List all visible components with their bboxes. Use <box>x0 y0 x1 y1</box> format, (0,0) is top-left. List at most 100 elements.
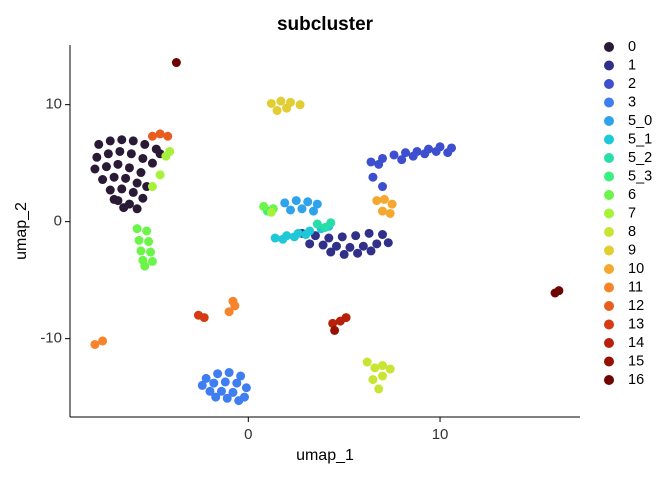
point <box>155 170 165 180</box>
point <box>366 246 376 256</box>
point <box>351 231 361 241</box>
legend-swatch <box>604 356 614 367</box>
point <box>379 194 389 204</box>
point <box>362 357 372 367</box>
point <box>366 157 376 167</box>
legend-label: 16 <box>628 372 644 388</box>
point <box>103 149 113 159</box>
point <box>408 151 418 161</box>
point <box>138 153 148 163</box>
point <box>370 363 380 373</box>
legend-label: 9 <box>628 242 636 258</box>
point <box>431 146 441 156</box>
point <box>216 386 226 396</box>
legend-swatch <box>604 171 614 182</box>
point <box>136 246 146 256</box>
point <box>378 361 388 371</box>
legend-label: 3 <box>628 94 636 110</box>
point <box>276 96 286 106</box>
point <box>308 206 318 216</box>
point <box>136 168 146 178</box>
point <box>372 196 382 206</box>
point <box>236 371 246 381</box>
point <box>101 162 111 172</box>
point <box>318 240 328 250</box>
point <box>109 172 119 182</box>
point <box>117 135 127 145</box>
point <box>105 185 115 195</box>
point <box>353 248 363 258</box>
point <box>305 239 315 249</box>
point <box>94 139 104 149</box>
legend-swatch <box>604 134 614 145</box>
point <box>383 238 393 248</box>
point <box>109 194 119 204</box>
point <box>155 129 165 139</box>
point <box>147 256 157 266</box>
point <box>295 100 305 110</box>
point <box>326 218 336 228</box>
legend-swatch <box>604 338 614 348</box>
legend-swatch <box>604 282 614 293</box>
point <box>224 307 234 317</box>
legend-label: 5_2 <box>628 150 652 166</box>
legend-label: 0 <box>628 39 636 55</box>
legend-swatch <box>604 190 614 200</box>
point <box>132 204 142 214</box>
point <box>128 187 138 197</box>
point <box>132 224 142 234</box>
point <box>266 207 276 217</box>
point <box>339 249 349 259</box>
point <box>368 172 378 182</box>
point <box>364 228 374 238</box>
point <box>234 396 244 406</box>
point <box>374 159 384 169</box>
point <box>140 261 150 271</box>
point <box>124 163 134 173</box>
point <box>171 58 181 68</box>
point <box>142 226 152 236</box>
point <box>90 339 100 349</box>
y-axis-title: umap_2 <box>13 202 30 260</box>
point <box>358 241 368 251</box>
point <box>241 383 251 393</box>
legend-label: 7 <box>628 205 636 221</box>
points <box>90 58 564 406</box>
point <box>291 196 301 206</box>
point <box>230 301 240 311</box>
legend-label: 10 <box>628 261 644 277</box>
point <box>420 149 430 159</box>
point <box>385 208 395 218</box>
point <box>220 377 230 387</box>
legend-swatch <box>604 245 614 256</box>
point <box>324 233 334 243</box>
point <box>113 159 123 169</box>
legend-swatch <box>604 375 614 385</box>
legend-swatch <box>604 264 614 274</box>
point <box>144 237 154 247</box>
point <box>197 380 207 390</box>
legend-label: 5_0 <box>628 113 652 129</box>
point <box>222 393 232 403</box>
legend-swatch <box>604 42 614 52</box>
point <box>205 386 215 396</box>
y-tick-label: 0 <box>54 213 62 230</box>
point <box>385 364 395 374</box>
point <box>266 98 276 108</box>
legend-swatch <box>604 116 614 126</box>
point <box>443 148 453 158</box>
point <box>165 146 175 156</box>
legend-label: 1 <box>628 57 636 73</box>
point <box>146 247 156 257</box>
point <box>126 149 136 159</box>
x-axis-title: umap_1 <box>296 447 354 464</box>
point <box>285 205 295 215</box>
legend-label: 6 <box>628 187 636 203</box>
point <box>378 182 388 192</box>
point <box>278 234 288 244</box>
point <box>378 371 388 381</box>
point <box>201 373 211 383</box>
point <box>224 368 234 378</box>
